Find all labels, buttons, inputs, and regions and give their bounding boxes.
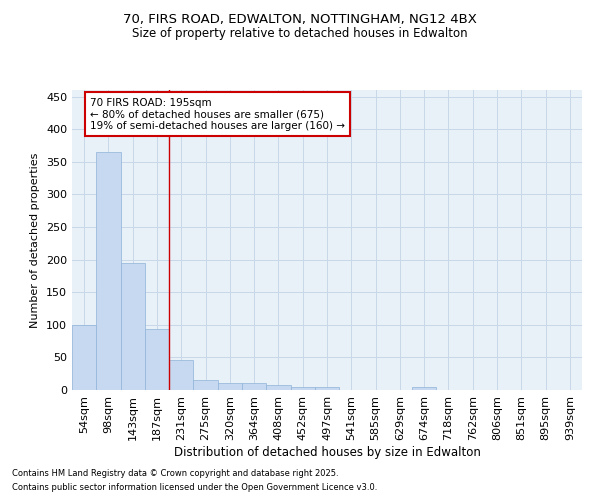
Text: Size of property relative to detached houses in Edwalton: Size of property relative to detached ho… [132,28,468,40]
Y-axis label: Number of detached properties: Number of detached properties [31,152,40,328]
Bar [96,152,121,390]
Bar [169,360,193,390]
Text: 70, FIRS ROAD, EDWALTON, NOTTINGHAM, NG12 4BX: 70, FIRS ROAD, EDWALTON, NOTTINGHAM, NG1… [123,12,477,26]
Bar [290,386,315,390]
Bar [145,330,169,390]
X-axis label: Distribution of detached houses by size in Edwalton: Distribution of detached houses by size … [173,446,481,458]
Bar [315,386,339,390]
Bar [193,380,218,390]
Text: Contains HM Land Registry data © Crown copyright and database right 2025.: Contains HM Land Registry data © Crown c… [12,468,338,477]
Bar [121,264,145,390]
Bar [412,388,436,390]
Bar [218,383,242,390]
Bar [72,326,96,390]
Text: 70 FIRS ROAD: 195sqm
← 80% of detached houses are smaller (675)
19% of semi-deta: 70 FIRS ROAD: 195sqm ← 80% of detached h… [90,98,345,130]
Text: Contains public sector information licensed under the Open Government Licence v3: Contains public sector information licen… [12,484,377,492]
Bar [242,383,266,390]
Bar [266,385,290,390]
